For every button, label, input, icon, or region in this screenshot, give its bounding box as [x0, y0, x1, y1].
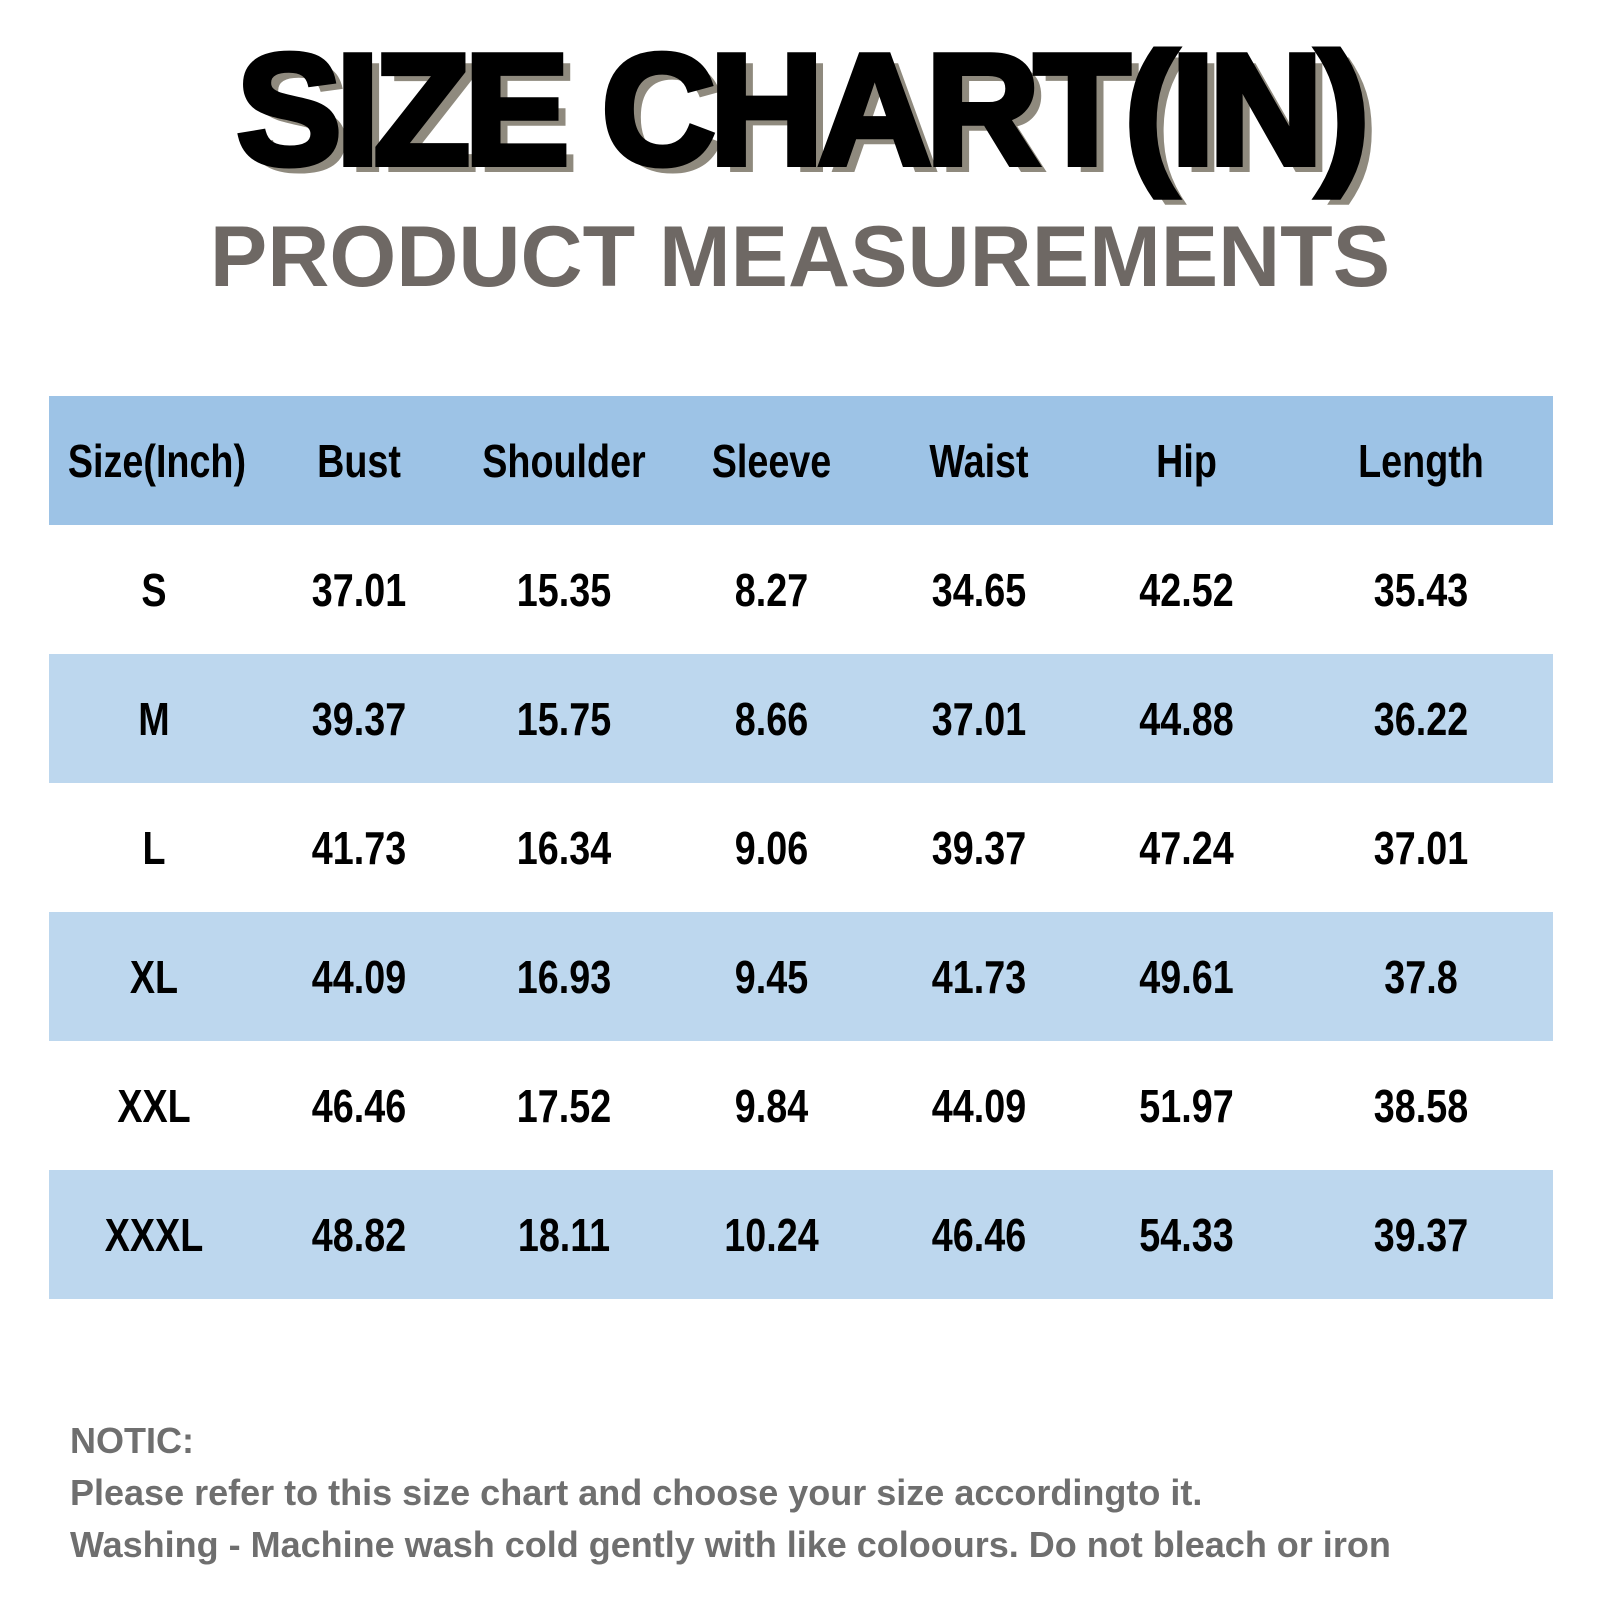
cell-value: 10.24: [724, 1208, 819, 1261]
cell-value: 9.84: [734, 1079, 809, 1132]
cell-value: 34.65: [931, 563, 1027, 616]
cell-value: 8.27: [734, 563, 809, 616]
table-row: L 41.73 16.34 9.06 39.37 47.24 37.01: [49, 783, 1553, 912]
cell-value: 51.97: [1139, 1079, 1234, 1132]
column-header: Sleeve: [711, 434, 832, 487]
cell-value: 44.09: [931, 1079, 1027, 1132]
column-header: Length: [1358, 434, 1484, 487]
cell-value: 36.22: [1373, 692, 1469, 745]
size-label: L: [142, 821, 166, 874]
size-label: XXXL: [104, 1208, 204, 1261]
cell-value: 17.52: [516, 1079, 612, 1132]
cell-value: 44.09: [311, 950, 407, 1003]
column-header: Waist: [929, 434, 1029, 487]
size-label: M: [138, 692, 170, 745]
cell-value: 37.8: [1384, 950, 1458, 1003]
cell-value: 9.45: [734, 950, 809, 1003]
cell-value: 39.37: [1373, 1208, 1469, 1261]
cell-value: 37.01: [931, 692, 1027, 745]
cell-value: 35.43: [1373, 563, 1469, 616]
cell-value: 46.46: [311, 1079, 407, 1132]
size-table: Size(Inch) Bust Shoulder Sleeve Waist Hip Leng…: [49, 396, 1553, 1299]
cell-value: 49.61: [1139, 950, 1234, 1003]
notice-line: Washing - Machine wash cold gently with …: [70, 1524, 1391, 1565]
table-row: XL 44.09 16.93 9.45 41.73 49.61 37.8: [49, 912, 1553, 1041]
header-row: Size(Inch) Bust Shoulder Sleeve Waist Hip Leng…: [49, 396, 1553, 525]
column-header: Bust: [317, 434, 401, 487]
cell-value: 37.01: [1373, 821, 1469, 874]
cell-value: 39.37: [311, 692, 407, 745]
cell-value: 41.73: [311, 821, 407, 874]
notice: NOTIC: Please refer to this size chart a…: [70, 1415, 1391, 1571]
cell-value: 9.06: [734, 821, 809, 874]
subtitle: PRODUCT MEASUREMENTS: [209, 209, 1391, 305]
cell-value: 18.11: [517, 1208, 611, 1261]
cell-value: 47.24: [1139, 821, 1234, 874]
table-row: S 37.01 15.35 8.27 34.65 42.52 35.43: [49, 525, 1553, 654]
size-label: XXL: [117, 1079, 191, 1132]
notice-line: Please refer to this size chart and choo…: [70, 1472, 1203, 1513]
cell-value: 37.01: [311, 563, 407, 616]
cell-value: 42.52: [1139, 563, 1234, 616]
cell-value: 15.75: [516, 692, 612, 745]
cell-value: 46.46: [931, 1208, 1027, 1261]
table-row: XXL 46.46 17.52 9.84 44.09 51.97 38.58: [49, 1041, 1553, 1170]
cell-value: 15.35: [516, 563, 612, 616]
cell-value: 39.37: [931, 821, 1027, 874]
cell-value: 38.58: [1373, 1079, 1469, 1132]
column-header: Size(Inch): [67, 434, 247, 487]
column-header: Shoulder: [482, 434, 646, 487]
table-row: XXXL 48.82 18.11 10.24 46.46 54.33 39.37: [49, 1170, 1553, 1299]
cell-value: 48.82: [311, 1208, 407, 1261]
notice-label: NOTIC:: [70, 1420, 194, 1461]
table-row: M 39.37 15.75 8.66 37.01 44.88 36.22: [49, 654, 1553, 783]
cell-value: 16.34: [516, 821, 612, 874]
cell-value: 16.93: [516, 950, 612, 1003]
cell-value: 54.33: [1139, 1208, 1234, 1261]
size-label: S: [141, 563, 167, 616]
cell-value: 41.73: [931, 950, 1027, 1003]
column-header: Hip: [1156, 434, 1217, 487]
size-label: XL: [129, 950, 179, 1003]
cell-value: 44.88: [1139, 692, 1234, 745]
title: SIZE CHART(IN): [233, 19, 1372, 201]
cell-value: 8.66: [734, 692, 809, 745]
